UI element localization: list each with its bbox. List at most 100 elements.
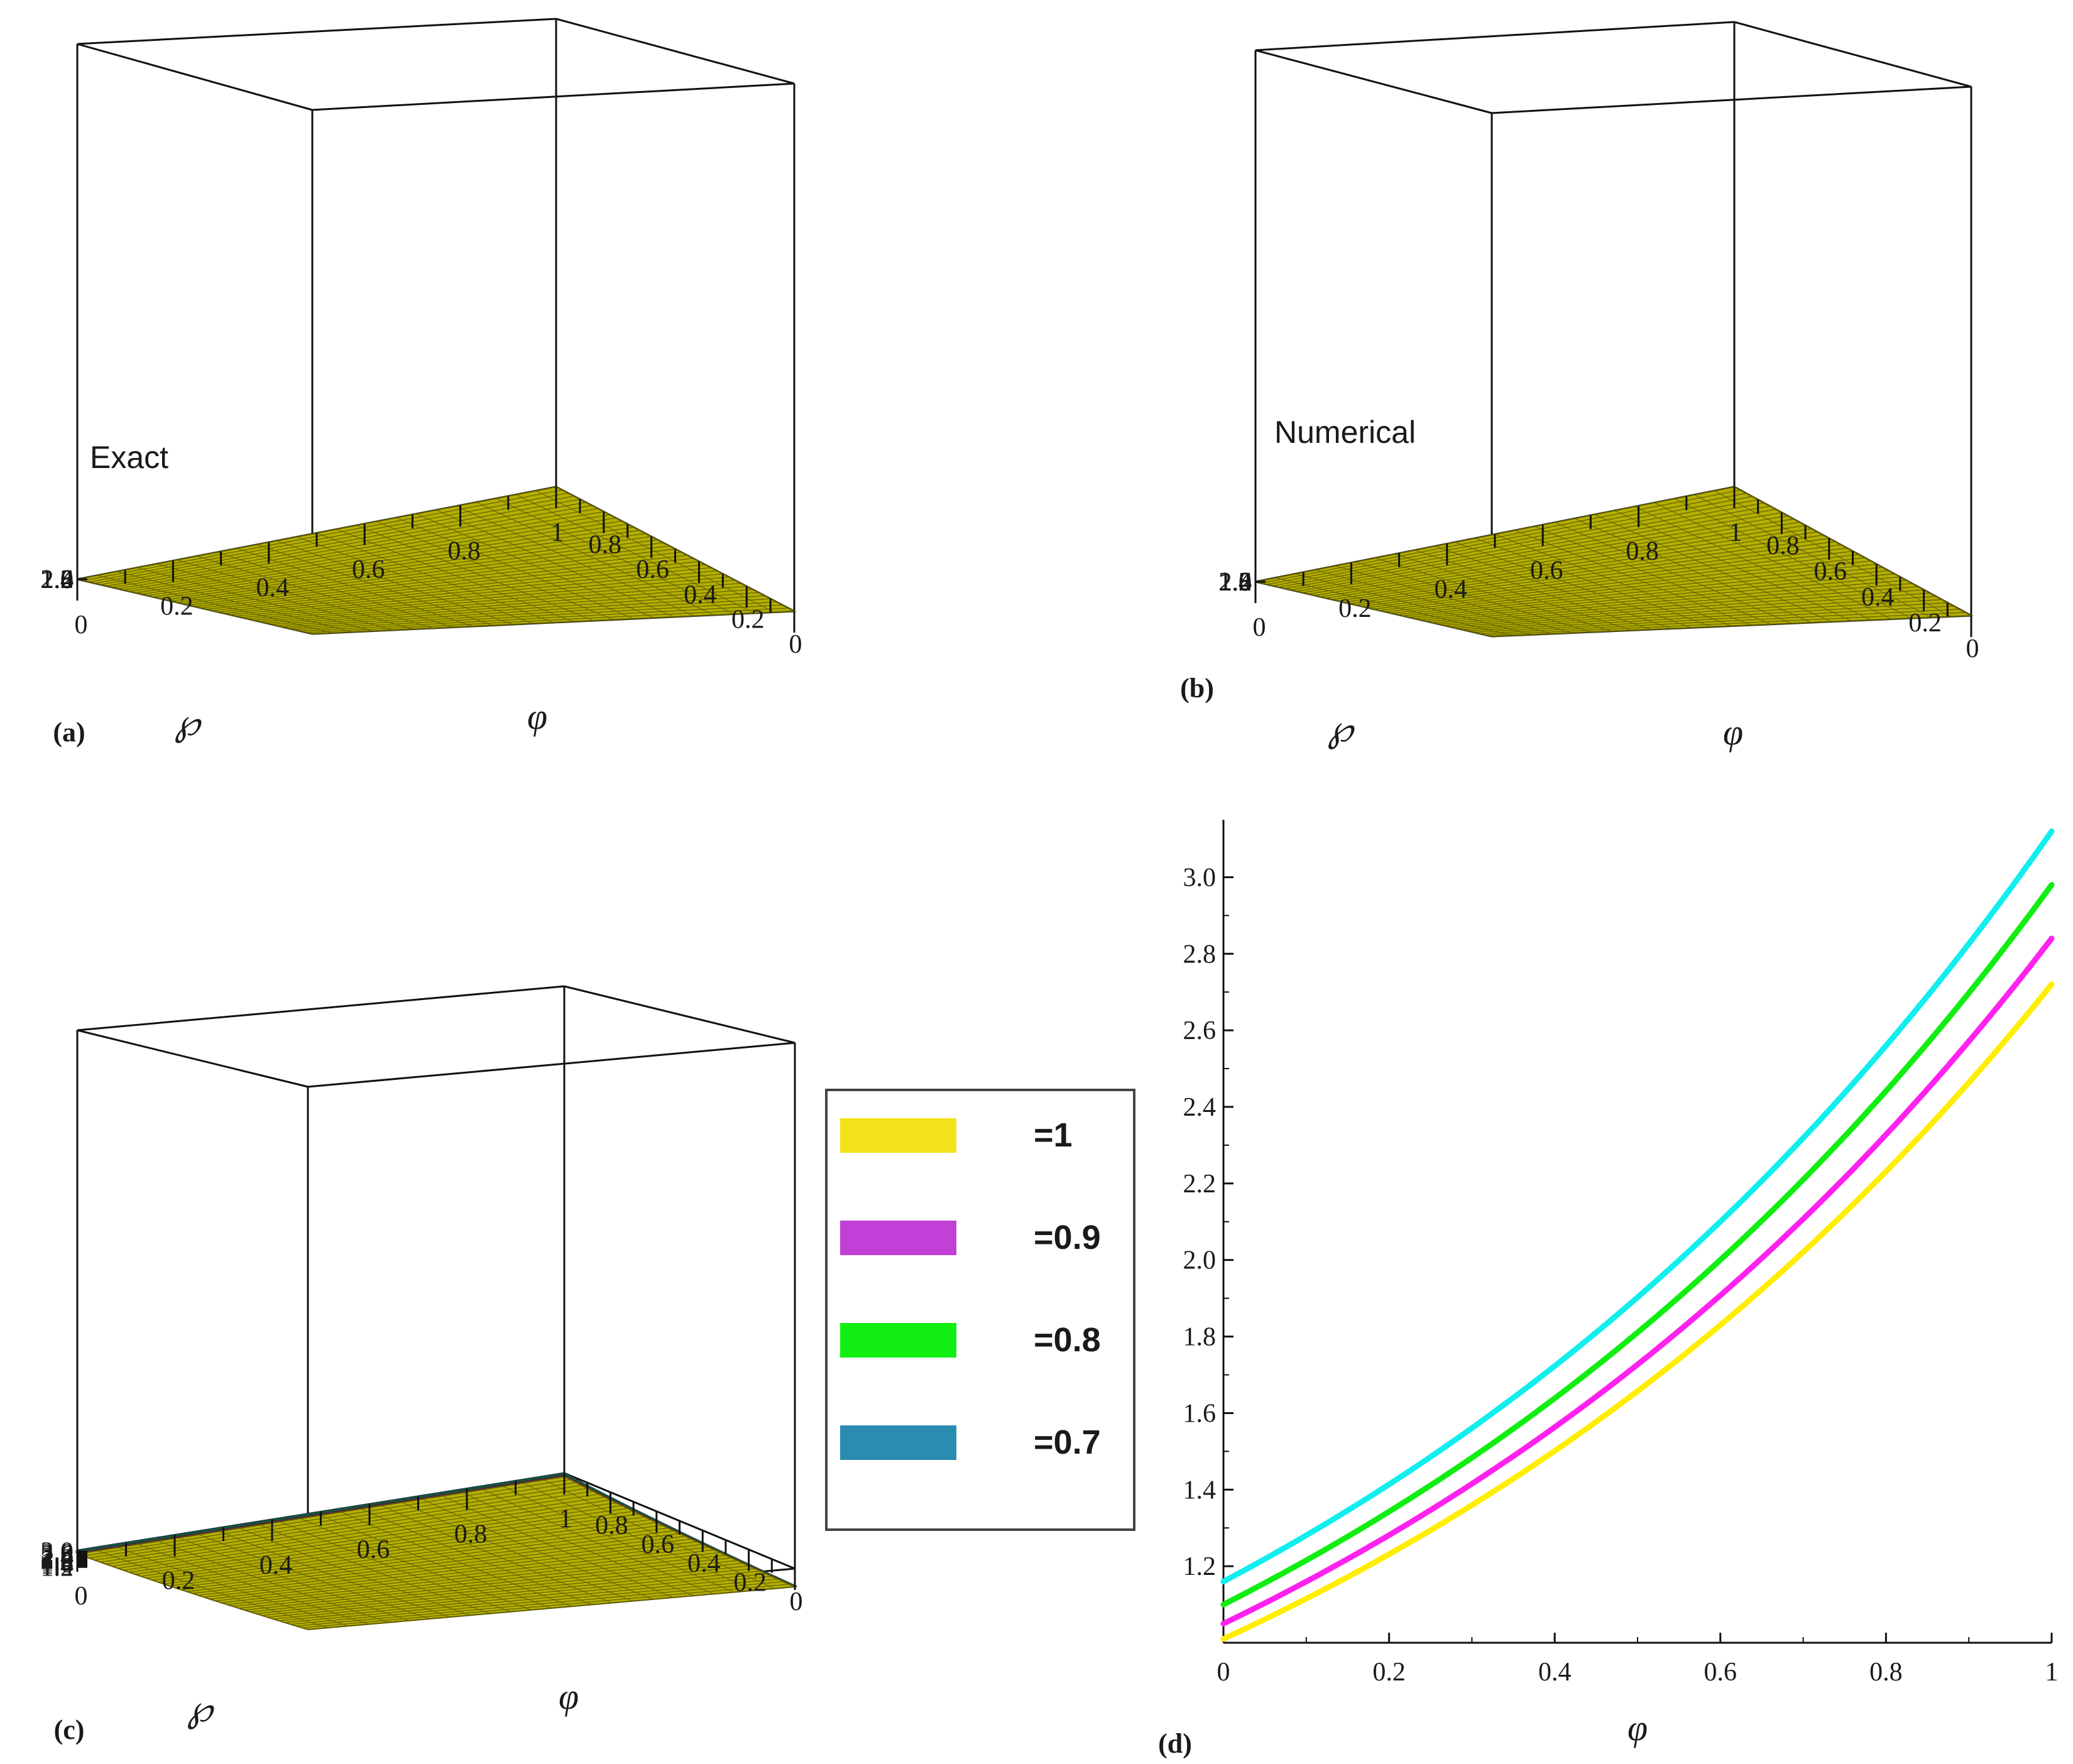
mesh-line: [1494, 533, 1732, 627]
z-tick-label: 2.2: [41, 1545, 74, 1574]
mesh-line: [156, 563, 393, 631]
y-tick-label: 1.8: [1183, 1323, 1217, 1352]
mesh-line: [219, 1531, 451, 1618]
box-edge: [1255, 21, 1735, 52]
mesh-line: [276, 540, 513, 625]
right-axis-tick-label: 1: [1729, 518, 1742, 547]
mesh-line: [523, 1483, 755, 1591]
z-tick-label: 2.4: [1219, 568, 1252, 597]
panel-label: (d): [1158, 1728, 1192, 1759]
right-axis-tick-label: 0.2: [733, 1569, 767, 1598]
left-axis-tick-label: 0.8: [447, 536, 481, 565]
y-tick-label: 1.2: [1183, 1552, 1217, 1581]
mesh-line: [316, 532, 554, 623]
z-tick-label: 2.2: [41, 565, 74, 594]
legend-border: [825, 1089, 1135, 1531]
z-tick-label: 2.0: [41, 1546, 74, 1575]
box-edge: [564, 985, 796, 1044]
y-tick-label: 2.8: [1183, 940, 1217, 969]
legend-swatch: [840, 1118, 956, 1153]
mesh-line: [239, 1527, 471, 1616]
left-axis-tick-label: 0.4: [1435, 575, 1468, 604]
mesh-line: [1534, 526, 1772, 625]
y-tick-label: 1.4: [1183, 1476, 1217, 1505]
series-line-=0.7: [1220, 828, 2055, 1584]
mesh-line: [97, 575, 333, 634]
box-edge: [1734, 21, 1972, 88]
mesh-line: [496, 498, 735, 615]
mesh-line: [536, 490, 775, 613]
y-tick-label: 3.0: [1183, 863, 1217, 892]
mesh-line: [361, 1508, 593, 1605]
x-tick-label: 0.4: [1538, 1658, 1572, 1687]
mesh-line: [1714, 490, 1952, 617]
box-edge: [1491, 85, 1972, 114]
mesh-line: [260, 1524, 491, 1614]
mesh-line: [1375, 557, 1612, 632]
series-line-=0.8: [1220, 882, 2055, 1608]
mesh-line: [1674, 498, 1912, 619]
mesh-line: [422, 1498, 654, 1600]
mesh-line: [138, 1544, 369, 1625]
left-axis-tick-label: 0: [75, 1582, 88, 1611]
y-tick-label: 2.2: [1183, 1170, 1217, 1199]
series-line-=0.9: [1220, 935, 2055, 1626]
y-tick-label: 1.6: [1183, 1399, 1217, 1428]
z-tick-label: 1.6: [41, 1550, 74, 1579]
mesh-line: [436, 509, 674, 618]
z-tick-label: 1.2: [41, 565, 74, 594]
surface-main: [1255, 486, 1974, 638]
right-axis-label: φ: [559, 1676, 579, 1717]
right-axis-tick-label: 0.4: [1861, 583, 1895, 612]
mesh-line: [177, 559, 413, 630]
mesh-line: [1614, 510, 1852, 621]
mesh-line: [1475, 538, 1712, 628]
mesh-line: [256, 544, 493, 626]
box-edge: [77, 985, 565, 1032]
left-axis-label: ℘: [187, 1689, 215, 1729]
left-axis-tick-label: 0.4: [260, 1551, 293, 1580]
z-tick-label: 2.0: [1219, 568, 1252, 597]
mesh-line: [1514, 530, 1752, 626]
mesh-line: [320, 1515, 552, 1609]
z-tick-label: 1.2: [1219, 568, 1252, 597]
z-tick-label: 1.6: [41, 565, 74, 594]
right-axis-tick-label: 0: [1966, 634, 1979, 663]
box-edge: [555, 18, 795, 85]
mesh-line: [1335, 565, 1572, 634]
z-tick-label: 1.8: [41, 565, 74, 594]
mesh-line: [462, 1492, 694, 1596]
x-tick-label: 0.6: [1704, 1658, 1737, 1687]
left-axis-tick-label: 0.8: [454, 1520, 488, 1549]
z-tick-label: 1.8: [1219, 568, 1252, 597]
mesh-line: [442, 1495, 674, 1598]
right-axis-label: φ: [527, 696, 547, 737]
mesh-line: [118, 1547, 349, 1626]
z-tick-label: 2.8: [41, 1539, 74, 1568]
legend-label: =1: [1034, 1116, 1073, 1154]
left-axis-tick-label: 0.2: [1338, 594, 1372, 623]
legend-label: =0.8: [1034, 1321, 1101, 1359]
mesh-line: [217, 552, 453, 628]
right-axis-tick-label: 0.6: [636, 555, 669, 584]
mesh-line: [178, 1537, 410, 1621]
mesh-line: [456, 506, 694, 617]
left-axis-tick-label: 0: [75, 611, 88, 640]
panel-label: (b): [1180, 673, 1214, 704]
mesh-line: [280, 1521, 511, 1613]
mesh-line: [117, 571, 353, 633]
mesh-line: [137, 567, 373, 632]
mesh-line: [1455, 542, 1692, 628]
mesh-line: [416, 513, 654, 619]
z-tick-label: 2.4: [41, 1543, 74, 1572]
mesh-line: [1414, 550, 1652, 630]
z-tick-label: 2.2: [1219, 568, 1252, 597]
box-edge: [77, 1029, 309, 1088]
mesh-line: [1275, 577, 1512, 636]
mesh-line: [516, 494, 755, 614]
z-tick-label: 1.8: [41, 1548, 74, 1577]
right-axis-tick-label: 0.8: [589, 531, 622, 560]
z-tick-label: 1.2: [41, 1553, 74, 1582]
mesh-line: [199, 1534, 430, 1620]
